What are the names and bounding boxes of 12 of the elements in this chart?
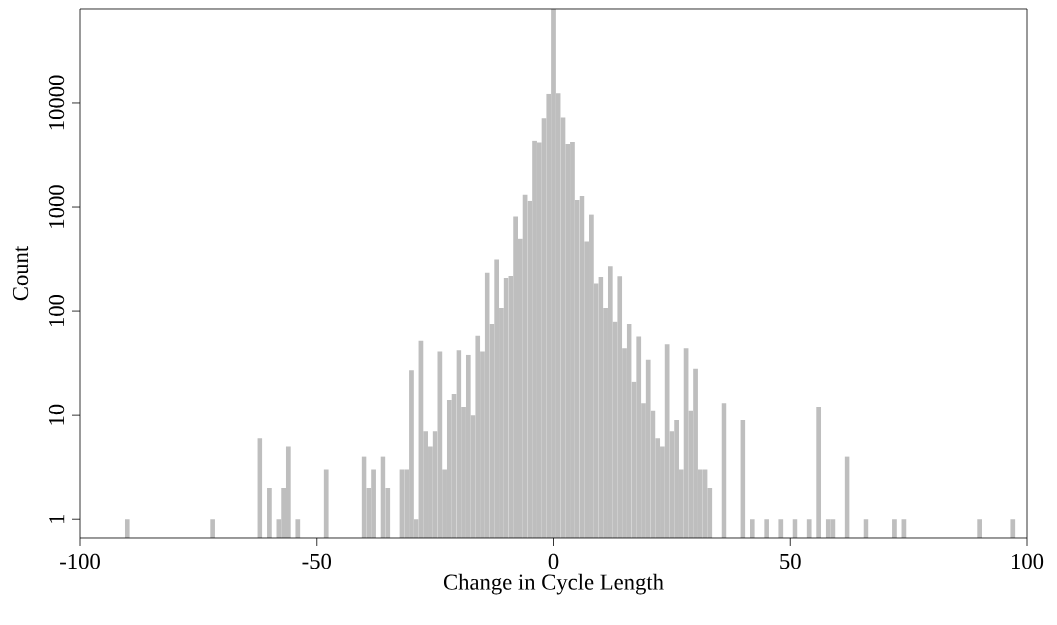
y-tick-label: 1000 (48, 185, 65, 228)
y-tick-label: 10000 (48, 75, 65, 130)
x-tick-label: -100 (60, 553, 100, 570)
y-tick-label: 100 (48, 294, 65, 327)
x-tick-label: 50 (780, 553, 801, 570)
y-tick-label: 10 (48, 404, 65, 425)
x-tick-label: 0 (548, 553, 559, 570)
x-tick-label: -50 (302, 553, 331, 570)
x-tick-label: 100 (1011, 553, 1044, 570)
x-axis-title: Change in Cycle Length (443, 573, 664, 595)
y-tick-label: 1 (49, 514, 65, 523)
y-axis-title: Count (12, 245, 29, 301)
